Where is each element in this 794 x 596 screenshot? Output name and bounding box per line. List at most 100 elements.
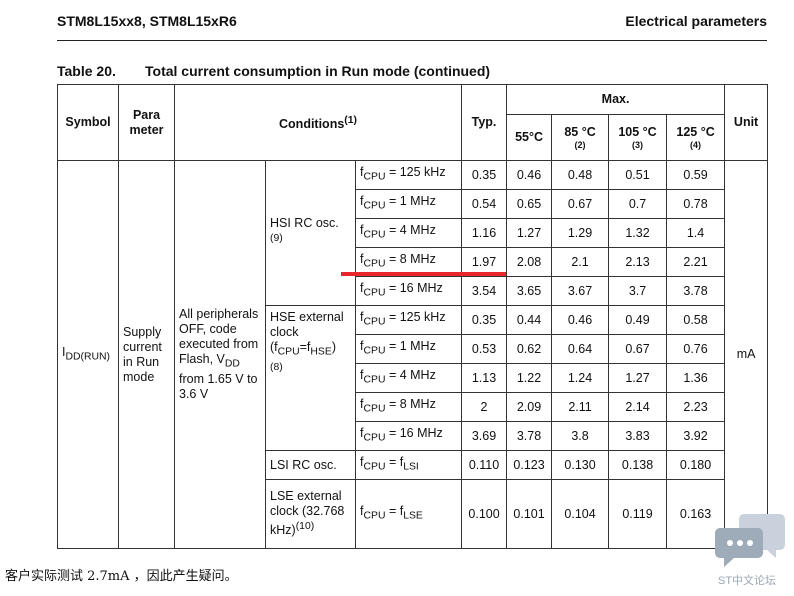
typ-cell: 2	[461, 392, 508, 422]
max105-cell: 1.27	[608, 363, 668, 393]
max85-cell: 0.48	[551, 160, 610, 190]
max105-cell: 1.32	[608, 218, 668, 248]
freq-cell: fCPU = 16 MHz	[354, 421, 463, 451]
max85-cell: 0.46	[551, 305, 610, 335]
col-55c: 55°C	[506, 114, 553, 161]
col-85c: 85 °C (2)	[551, 114, 610, 161]
max105-cell: 3.83	[608, 421, 668, 451]
max55-cell: 1.27	[506, 218, 553, 248]
freq-cell: fCPU = 8 MHz	[354, 392, 463, 422]
col-typ: Typ.	[461, 84, 508, 161]
table-row: fCPU = 16 MHz 3.54 3.65 3.67 3.7 3.78	[58, 276, 768, 306]
freq-cell: fCPU = 1 MHz	[354, 189, 463, 219]
col-conditions-note: (1)	[344, 114, 357, 126]
col-105c-label: 105 °C	[618, 125, 657, 139]
table-row: LSI RC osc. fCPU = fLSI 0.110 0.123 0.13…	[58, 450, 768, 480]
forum-watermark: ST中文论坛	[718, 575, 777, 587]
typ-cell: 3.54	[461, 276, 508, 306]
col-symbol: Symbol	[57, 84, 119, 161]
max55-cell: 0.62	[506, 334, 553, 364]
max85-cell: 3.67	[551, 276, 610, 306]
symbol-cell: IDD(RUN)	[57, 160, 119, 549]
col-105c: 105 °C (3)	[608, 114, 668, 161]
max125-cell: 3.78	[666, 276, 726, 306]
group-hsi: HSI RC osc.(9)	[265, 160, 356, 306]
max125-cell: 0.58	[666, 305, 726, 335]
max105-cell: 0.67	[608, 334, 668, 364]
current-consumption-table: Symbol Para meter Conditions(1) Typ. Max.…	[57, 84, 769, 549]
typ-cell: 0.110	[461, 450, 508, 480]
max105-cell: 0.119	[608, 479, 668, 549]
col-125c-note: (4)	[690, 140, 702, 150]
max85-cell: 1.24	[551, 363, 610, 393]
max55-cell: 2.09	[506, 392, 553, 422]
freq-cell: fCPU = fLSI	[354, 450, 463, 480]
user-note: 客户实际测试 2.7mA ，因此产生疑问。	[5, 569, 238, 584]
table-row: LSE external clock (32.768 kHz)(10) fCPU…	[58, 479, 768, 549]
max125-cell: 0.78	[666, 189, 726, 219]
freq-cell: fCPU = 125 kHz	[354, 305, 463, 335]
main-condition-cell: All peripherals OFF, code executed from …	[174, 160, 266, 549]
freq-cell: fCPU = fLSE	[354, 479, 463, 549]
max55-cell: 0.123	[506, 450, 553, 480]
freq-cell: fCPU = 1 MHz	[354, 334, 463, 364]
freq-cell: fCPU = 16 MHz	[354, 276, 463, 306]
max85-cell: 0.64	[551, 334, 610, 364]
unit-cell: mA	[724, 160, 769, 549]
max55-cell: 0.46	[506, 160, 553, 190]
freq-cell: fCPU = 4 MHz	[354, 218, 463, 248]
col-85c-note: (2)	[574, 140, 586, 150]
max85-cell: 0.130	[551, 450, 610, 480]
table-number: Table 20.	[57, 63, 116, 79]
max125-cell: 0.59	[666, 160, 726, 190]
group-lse: LSE external clock (32.768 kHz)(10)	[265, 479, 356, 549]
col-85c-label: 85 °C	[564, 125, 596, 139]
col-105c-note: (3)	[632, 140, 644, 150]
max85-cell: 3.8	[551, 421, 610, 451]
header-rule	[57, 40, 767, 41]
max125-cell: 0.76	[666, 334, 726, 364]
max125-cell: 1.4	[666, 218, 726, 248]
max125-cell: 3.92	[666, 421, 726, 451]
col-125c-label: 125 °C	[676, 125, 715, 139]
table-title: Total current consumption in Run mode (c…	[145, 63, 491, 79]
max105-cell: 2.14	[608, 392, 668, 422]
col-unit: Unit	[724, 84, 769, 161]
doc-header-title: STM8L15xx8, STM8L15xR6	[57, 13, 237, 29]
col-conditions-label: Conditions	[279, 117, 345, 132]
max55-cell: 2.08	[506, 247, 553, 277]
max85-cell: 1.29	[551, 218, 610, 248]
chat-bubbles-icon	[715, 514, 785, 567]
typ-cell: 0.53	[461, 334, 508, 364]
max55-cell: 3.65	[506, 276, 553, 306]
max55-cell: 0.65	[506, 189, 553, 219]
table-caption: Table 20. Total current consumption in Ru…	[57, 63, 490, 79]
max125-cell: 2.21	[666, 247, 726, 277]
table-row: fCPU = 4 MHz 1.13 1.22 1.24 1.27 1.36	[58, 363, 768, 393]
typ-cell: 0.54	[461, 189, 508, 219]
freq-cell: fCPU = 4 MHz	[354, 363, 463, 393]
typ-cell: 1.13	[461, 363, 508, 393]
freq-cell: fCPU = 125 kHz	[354, 160, 463, 190]
max55-cell: 0.101	[506, 479, 553, 549]
max55-cell: 3.78	[506, 421, 553, 451]
typ-cell: 3.69	[461, 421, 508, 451]
col-parameter: Para meter	[118, 84, 175, 161]
doc-header-section: Electrical parameters	[625, 13, 767, 29]
typ-cell: 0.35	[461, 305, 508, 335]
max125-cell: 2.23	[666, 392, 726, 422]
max105-cell: 3.7	[608, 276, 668, 306]
parameter-cell: Supply current in Run mode	[118, 160, 175, 549]
typ-cell: 0.35	[461, 160, 508, 190]
group-lsi: LSI RC osc.	[265, 450, 356, 480]
table-row: fCPU = 16 MHz 3.69 3.78 3.8 3.83 3.92	[58, 421, 768, 451]
col-max: Max.	[506, 84, 726, 115]
col-125c: 125 °C (4)	[666, 114, 726, 161]
red-underline-annotation	[341, 272, 506, 276]
max105-cell: 0.138	[608, 450, 668, 480]
table-row: IDD(RUN) Supply current in Run mode All …	[57, 160, 769, 549]
max105-cell: 0.51	[608, 160, 668, 190]
max85-cell: 0.67	[551, 189, 610, 219]
max55-cell: 1.22	[506, 363, 553, 393]
group-hse: HSE external clock (fCPU=fHSE) (8)	[265, 305, 356, 451]
